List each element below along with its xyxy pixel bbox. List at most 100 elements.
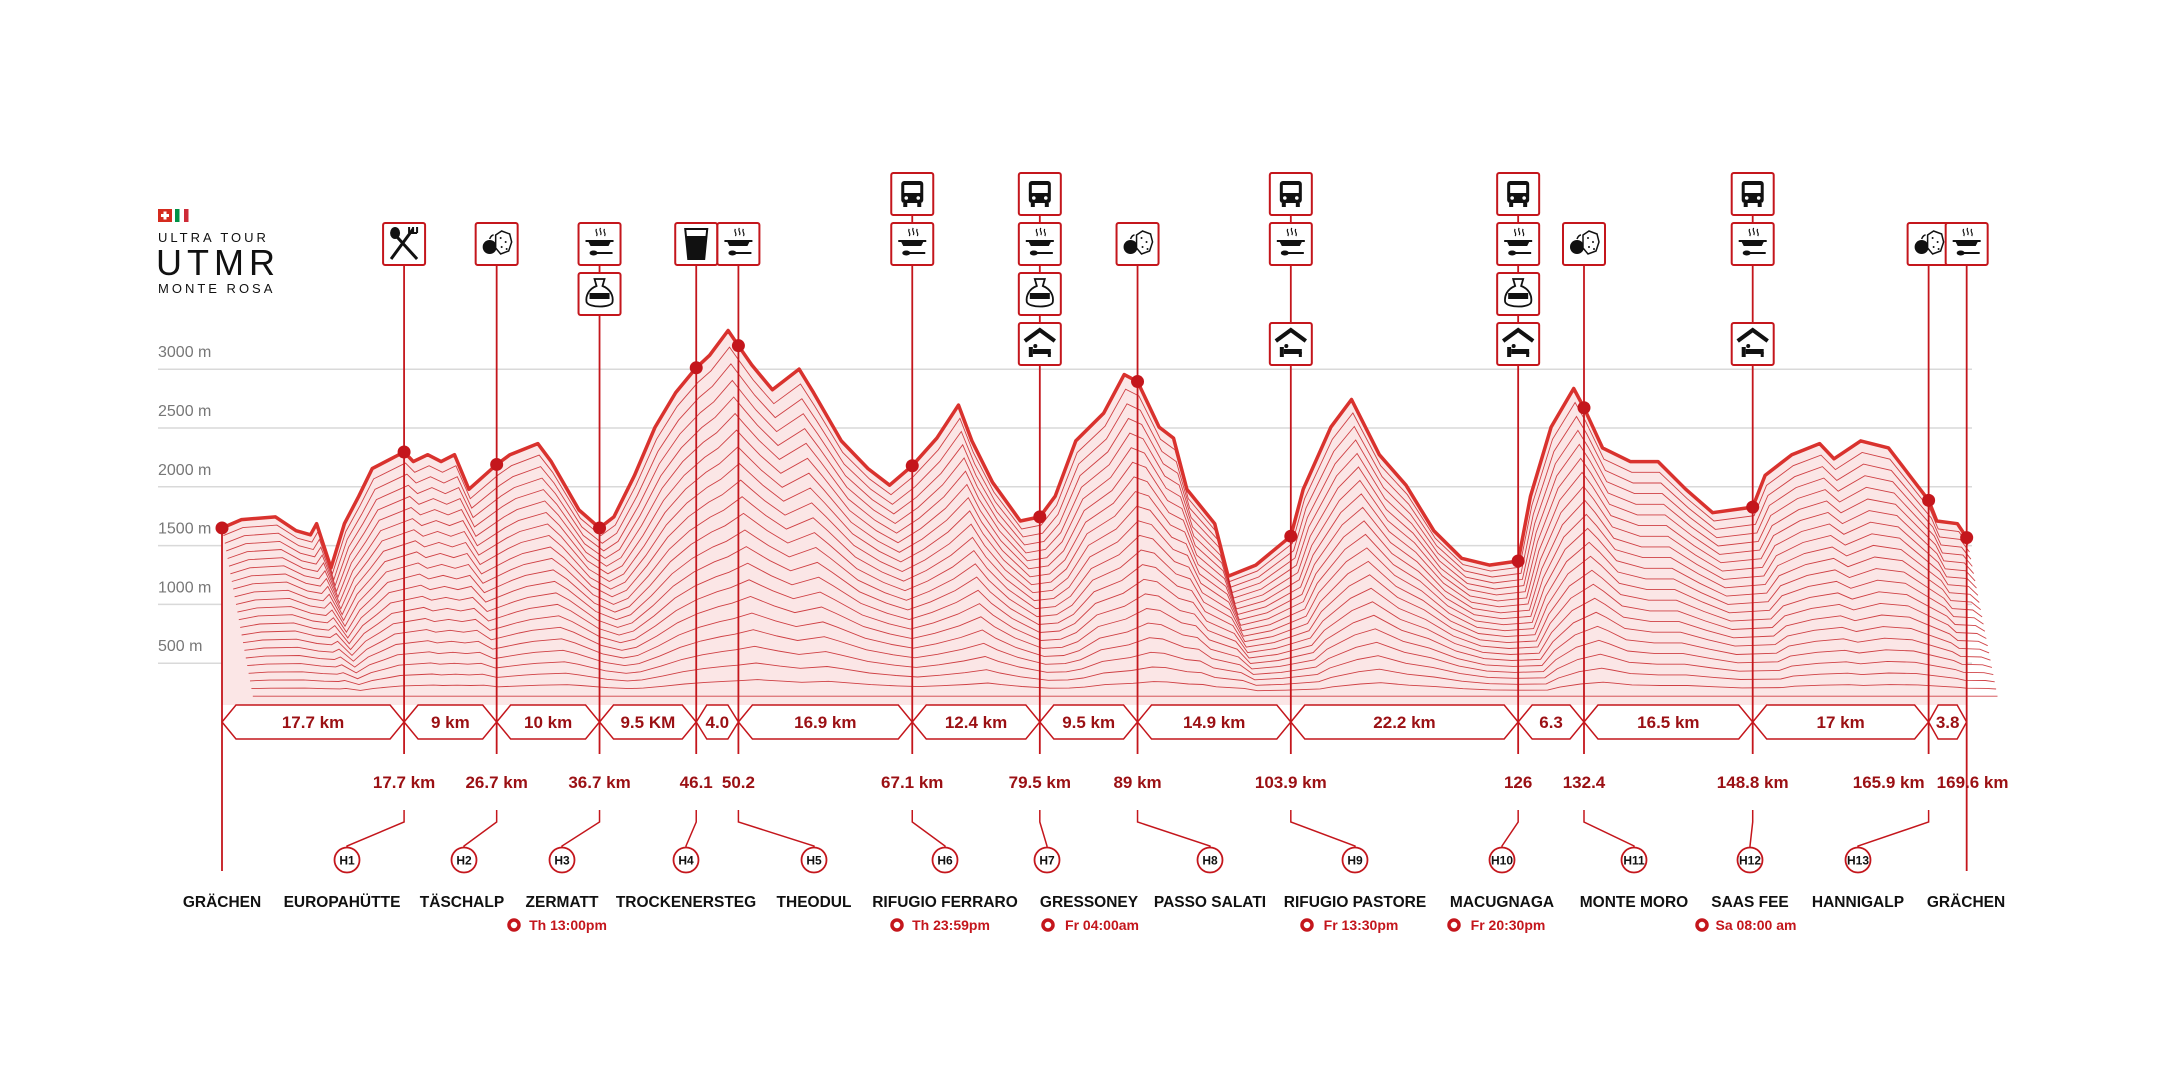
- checkpoint-id: H5: [806, 854, 822, 868]
- apple-biscuit-icon: [1561, 222, 1606, 266]
- checkpoint-id: H4: [678, 854, 694, 868]
- station[interactable]: 126 H10 MACUGNAGA Fr 20:30pm: [1447, 172, 1554, 933]
- station[interactable]: 26.7 km H2 TÄSCHALP: [420, 222, 528, 911]
- flag-italy-icon: [175, 209, 189, 222]
- checkpoint-badge: [800, 846, 828, 874]
- contour-line: [249, 662, 1995, 686]
- plate-icon: [1944, 222, 1989, 266]
- contour-line: [245, 612, 1991, 670]
- plate-icon: [1730, 222, 1775, 266]
- station-marker: [1033, 510, 1047, 524]
- contour-line: [224, 363, 1970, 588]
- checkpoint-id: H7: [1039, 854, 1055, 868]
- station[interactable]: 36.7 km H3 ZERMATT Th 13:00pm: [507, 222, 631, 933]
- station[interactable]: 132.4 H11 MONTE MORO: [1561, 222, 1689, 911]
- station[interactable]: 50.2 H5 THEODUL: [716, 222, 852, 911]
- station[interactable]: 165.9 km H13 HANNIGALP: [1812, 222, 1951, 911]
- station[interactable]: 103.9 km H9 RIFUGIO PASTORE Fr 13:30pm: [1255, 172, 1426, 933]
- segment-label: 9 km: [431, 713, 470, 732]
- segment-distance: 16.5 km: [1583, 704, 1754, 740]
- segment-label: 10 km: [524, 713, 572, 732]
- stations-overlay: 17.7 km 9 km 10 km 9.5 KM 4.0 16.9 km 12.4 km 9…: [183, 172, 2009, 933]
- segment-label: 14.9 km: [1183, 713, 1245, 732]
- station-marker: [689, 361, 703, 375]
- station[interactable]: GRÄCHEN: [183, 521, 261, 911]
- station-name: HANNIGALP: [1812, 894, 1904, 911]
- checkpoint-badge: [333, 846, 361, 874]
- segment-distance: 14.9 km: [1136, 704, 1292, 740]
- cutoff-time: Th 13:00pm: [529, 917, 607, 933]
- contour-line: [234, 479, 1980, 626]
- segment-distance: 9 km: [403, 704, 498, 740]
- cutoff-clock-icon: [1695, 918, 1709, 932]
- y-axis-label: 3000 m: [158, 344, 211, 361]
- contour-line: [223, 346, 1969, 583]
- station-name: PASSO SALATI: [1154, 894, 1266, 911]
- segment-distance: 22.2 km: [1289, 704, 1520, 740]
- leader-line: [685, 810, 697, 848]
- cutoff-clock-icon: [890, 918, 904, 932]
- cumulative-km: 148.8 km: [1717, 773, 1789, 792]
- elevation-area: [221, 328, 1998, 705]
- contour-line: [240, 546, 1986, 648]
- cutoff-clock-icon: [1300, 918, 1314, 932]
- bus-icon: [890, 172, 935, 216]
- checkpoint-badge: [450, 846, 478, 874]
- leader-line: [1136, 810, 1211, 848]
- glass-icon: [674, 222, 719, 266]
- cumulative-km: 126: [1504, 773, 1532, 792]
- y-axis-label: 500 m: [158, 638, 202, 655]
- plate-icon: [577, 222, 622, 266]
- station-name: GRÄCHEN: [1927, 894, 2005, 911]
- cutoff-time: Fr 04:00am: [1065, 917, 1139, 933]
- station[interactable]: 169.6 km GRÄCHEN: [1927, 222, 2009, 911]
- cumulative-km: 67.1 km: [881, 773, 943, 792]
- contour-line: [231, 446, 1977, 615]
- station[interactable]: 67.1 km H6 RIFUGIO FERRARO Th 23:59pm: [872, 172, 1018, 933]
- checkpoint-badge: [1736, 846, 1764, 874]
- leader-line: [1583, 810, 1635, 848]
- apple-biscuit-icon: [474, 222, 519, 266]
- station[interactable]: 148.8 km H12 SAAS FEE Sa 08:00 am: [1695, 172, 1797, 933]
- checkpoint-badge: [931, 846, 959, 874]
- leader-line: [737, 810, 815, 848]
- segment-distance: 17 km: [1751, 704, 1930, 740]
- checkpoint-badge: [1033, 846, 1061, 874]
- station-name: GRÄCHEN: [183, 894, 261, 911]
- checkpoint-id: H3: [554, 854, 570, 868]
- station[interactable]: 17.7 km H1 EUROPAHÜTTE: [284, 222, 436, 911]
- segment-label: 3.8: [1936, 713, 1960, 732]
- contour-line: [238, 529, 1984, 643]
- plate-icon: [716, 222, 761, 266]
- station-name: THEODUL: [777, 894, 852, 911]
- cutoff-time: Sa 08:00 am: [1716, 917, 1797, 933]
- station[interactable]: 46.1 H4 TROCKENERSTEG: [616, 222, 756, 911]
- segment-label: 12.4 km: [945, 713, 1007, 732]
- logo-top-text: ULTRA TOUR: [158, 230, 269, 245]
- bus-icon: [1017, 172, 1062, 216]
- bag-icon: [1017, 272, 1062, 316]
- hut-icon: [1268, 322, 1313, 366]
- station[interactable]: 79.5 km H7 GRESSONEY Fr 04:00am: [1009, 172, 1139, 933]
- station[interactable]: 89 km H8 PASSO SALATI: [1113, 222, 1266, 911]
- bus-icon: [1496, 172, 1541, 216]
- bag-icon: [577, 272, 622, 316]
- flag-switzerland-icon: [158, 209, 172, 222]
- cumulative-km: 89 km: [1113, 773, 1161, 792]
- cumulative-km: 36.7 km: [568, 773, 630, 792]
- contour-line: [235, 496, 1981, 632]
- cumulative-km: 169.6 km: [1937, 773, 2009, 792]
- segment-distance: 17.7 km: [221, 704, 406, 740]
- cumulative-km: 79.5 km: [1009, 773, 1071, 792]
- cutoff-clock-icon: [1041, 918, 1055, 932]
- segment-distance: 6.3: [1517, 704, 1585, 740]
- segment-label: 9.5 KM: [620, 713, 675, 732]
- checkpoint-badge: [1844, 846, 1872, 874]
- station-marker: [1960, 531, 1974, 545]
- contour-line: [244, 596, 1990, 664]
- segment-label: 16.9 km: [794, 713, 856, 732]
- apple-biscuit-icon: [1115, 222, 1160, 266]
- cutoff-time: Fr 20:30pm: [1471, 917, 1546, 933]
- cumulative-km: 46.1: [680, 773, 713, 792]
- station-marker: [905, 459, 919, 473]
